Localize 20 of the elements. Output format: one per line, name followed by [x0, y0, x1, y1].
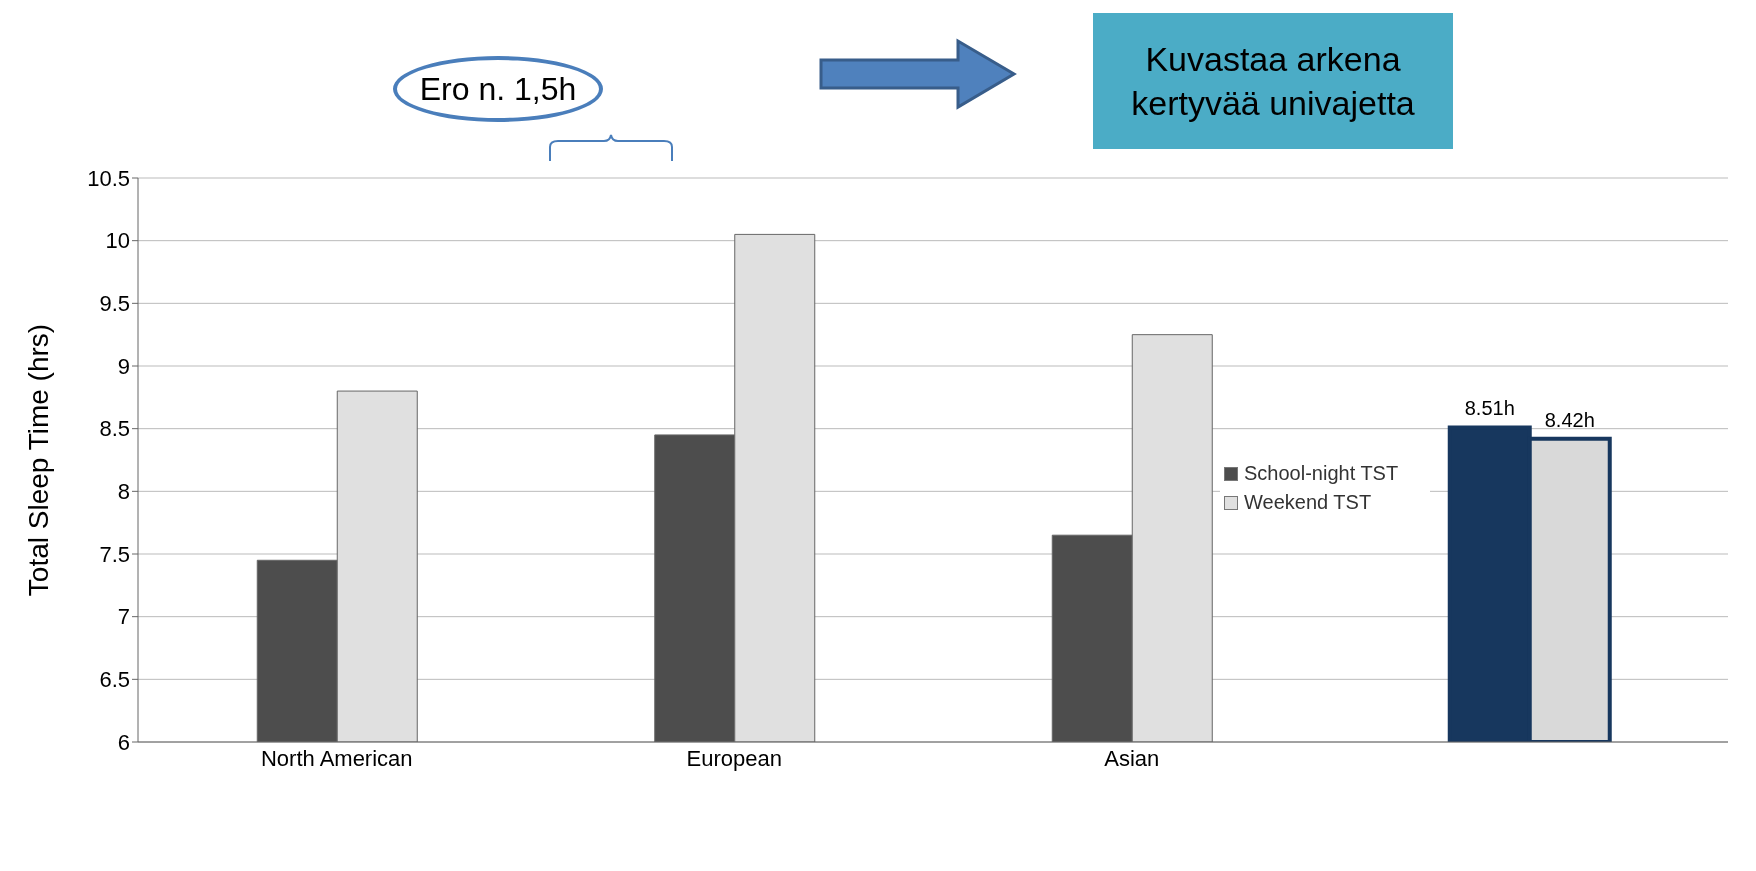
y-tick-label: 6.5: [99, 667, 130, 693]
y-tick-label: 9: [117, 353, 130, 379]
x-tick-label: Asian: [1104, 745, 1160, 771]
y-tick-label: 8.5: [99, 416, 130, 442]
y-tick-label: 10.5: [87, 165, 130, 191]
data-label: 8.51h: [1464, 397, 1515, 420]
legend-label: School-night TST: [1243, 462, 1400, 485]
y-tick-label: 6: [117, 729, 130, 755]
y-tick-label: 7: [117, 604, 130, 630]
x-tick-label: North American: [260, 745, 413, 771]
y-tick-label: 10: [105, 228, 130, 254]
x-tick-label: European: [686, 745, 782, 771]
data-label: 8.42h: [1544, 408, 1595, 431]
y-tick-label: 9.5: [99, 291, 130, 317]
text: Kuvastaa arkena kertyvää univajetta: [1093, 13, 1453, 149]
y-tick-label: 7.5: [99, 541, 130, 567]
legend-label: Weekend TST: [1243, 491, 1373, 514]
callout-ellipse: Ero n. 1,5h: [393, 56, 603, 122]
y-tick-label: 8: [117, 479, 130, 505]
y-axis-title: Total Sleep Time (hrs): [22, 323, 54, 597]
